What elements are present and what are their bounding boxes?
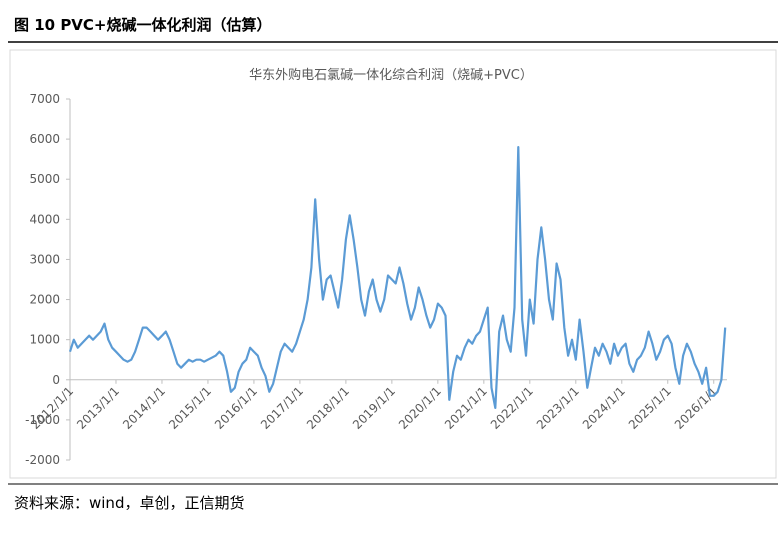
x-tick-label: 2017/1/1 bbox=[258, 384, 306, 432]
chart-title: 华东外购电石氯碱一体化综合利润（烧碱+PVC） bbox=[249, 67, 533, 83]
y-tick-label: 0 bbox=[52, 373, 60, 387]
x-tick-label: 2018/1/1 bbox=[304, 384, 352, 432]
x-tick-label: 2020/1/1 bbox=[396, 384, 444, 432]
x-tick-label: 2023/1/1 bbox=[534, 384, 582, 432]
plot: -2000 -1000 0 1000 2000 3000 4000 5000 6000 7000 2… bbox=[25, 92, 727, 467]
y-tick-label: -1000 bbox=[25, 413, 60, 427]
x-tick-label: 2016/1/1 bbox=[212, 384, 260, 432]
y-tick-label: 5000 bbox=[29, 172, 60, 186]
x-tick-label: 2024/1/1 bbox=[580, 384, 628, 432]
x-tick-label: 2025/1/1 bbox=[626, 384, 674, 432]
chart-frame bbox=[9, 49, 777, 479]
y-tick-label: 3000 bbox=[29, 252, 60, 266]
x-tick-label: 2026/1/1 bbox=[672, 384, 720, 432]
x-tick-label: 2015/1/1 bbox=[166, 384, 214, 432]
x-tick-label: 2013/1/1 bbox=[74, 384, 122, 432]
y-tick-label: 6000 bbox=[29, 132, 60, 146]
y-tick-label: 1000 bbox=[29, 333, 60, 347]
y-tick-label: 7000 bbox=[29, 92, 60, 106]
source-note: 资料来源：wind，卓创，正信期货 bbox=[14, 494, 244, 512]
x-tick-label: 2014/1/1 bbox=[120, 384, 168, 432]
x-tick-label: 2019/1/1 bbox=[350, 384, 398, 432]
y-tick-label: 2000 bbox=[29, 293, 60, 307]
y-tick-label: -2000 bbox=[25, 453, 60, 467]
data-line bbox=[68, 146, 727, 409]
y-tick-label: 4000 bbox=[29, 212, 60, 226]
figure-title: 图 10 PVC+烧碱一体化利润（估算） bbox=[14, 16, 272, 34]
